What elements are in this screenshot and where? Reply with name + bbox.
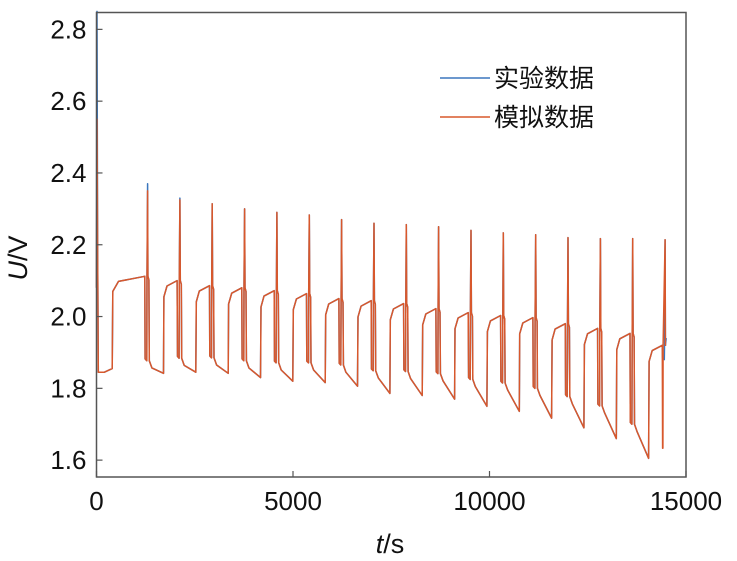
- x-tick-label: 0: [89, 486, 103, 516]
- y-tick-label: 1.6: [50, 445, 86, 475]
- x-tick-label: 5000: [264, 486, 322, 516]
- y-tick-label: 2.8: [50, 14, 86, 44]
- y-tick-label: 2.6: [50, 86, 86, 116]
- x-tick-label: 15000: [650, 486, 722, 516]
- series-simulation-line: [95, 118, 667, 460]
- legend-label-experiment: 实验数据: [494, 64, 594, 93]
- plot-frame: [95, 11, 687, 478]
- y-axis-label: U/V: [3, 235, 33, 280]
- y-tick-label: 2.4: [50, 158, 86, 188]
- ticks: 0 5000 10000 15000 1.6 1.8 2.0 2.2 2.4 2.6 2.8: [50, 14, 722, 516]
- y-tick-label: 2.2: [50, 230, 86, 260]
- series-layer: [95, 10, 667, 460]
- legend: 实验数据 模拟数据: [440, 64, 594, 132]
- x-axis-label: t/s: [376, 529, 405, 559]
- x-tick-label: 10000: [453, 486, 525, 516]
- y-tick-label: 1.8: [50, 373, 86, 403]
- y-tick-label: 2.0: [50, 302, 86, 332]
- legend-label-simulation: 模拟数据: [494, 103, 594, 132]
